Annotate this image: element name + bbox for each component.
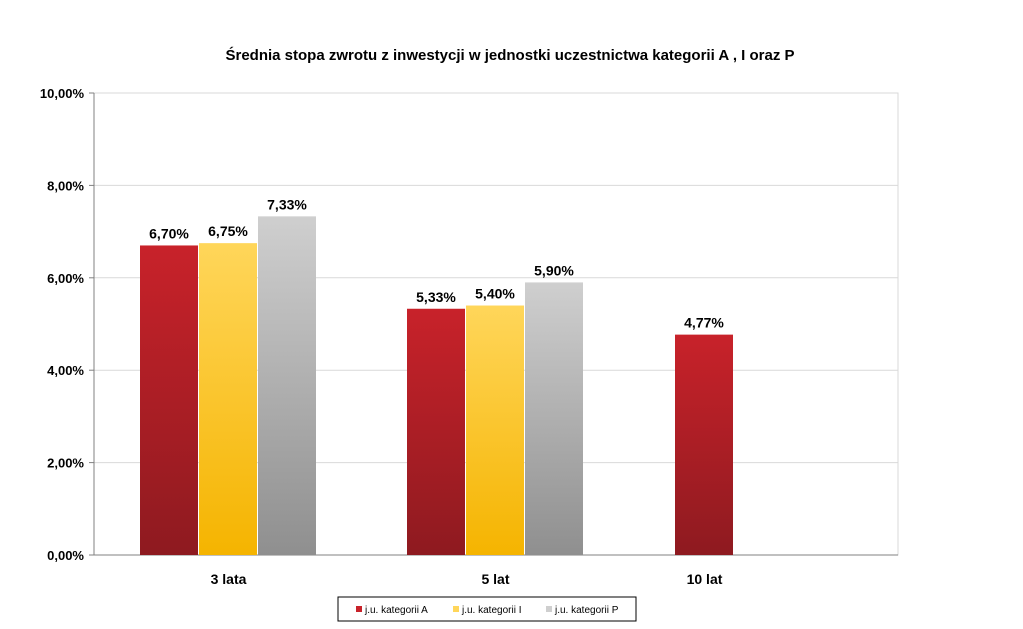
data-label: 5,33% (416, 289, 456, 305)
bar (466, 305, 524, 555)
data-label: 4,77% (684, 315, 724, 331)
data-label: 7,33% (267, 196, 307, 212)
legend-box (337, 596, 637, 622)
y-tick-label: 2,00% (47, 456, 84, 471)
legend-label: j.u. kategorii I (461, 605, 521, 616)
data-label: 5,90% (534, 262, 574, 278)
data-label: 6,70% (149, 225, 189, 241)
chart-title: Średnia stopa zwrotu z inwestycji w jedn… (225, 46, 794, 64)
legend-label: j.u. kategorii P (554, 605, 619, 616)
legend-swatch (546, 606, 552, 612)
y-tick-label: 0,00% (47, 548, 84, 563)
legend-swatch (356, 606, 362, 612)
x-tick-label: 10 lat (687, 571, 723, 587)
y-tick-label: 8,00% (47, 178, 84, 193)
y-tick-label: 4,00% (47, 363, 84, 378)
bar (199, 243, 257, 555)
bar (525, 282, 583, 555)
y-tick-label: 6,00% (47, 271, 84, 286)
x-tick-label: 5 lat (481, 571, 509, 587)
legend: j.u. kategorii A j.u. kategorii I j.u. kat… (337, 596, 637, 622)
bar (675, 334, 733, 555)
plot-area: 0,00% 2,00% 4,00% 6,00% 8,00% 10,00% 6,70% 6,75… (40, 86, 899, 587)
legend-label: j.u. kategorii A (364, 605, 428, 616)
bar (140, 245, 198, 555)
data-label: 6,75% (208, 223, 248, 239)
legend-swatch (453, 606, 459, 612)
bar (407, 308, 465, 555)
x-tick-label: 3 lata (211, 571, 247, 587)
bar (258, 216, 316, 555)
y-tick-label: 10,00% (40, 86, 85, 101)
data-label: 5,40% (475, 286, 515, 302)
